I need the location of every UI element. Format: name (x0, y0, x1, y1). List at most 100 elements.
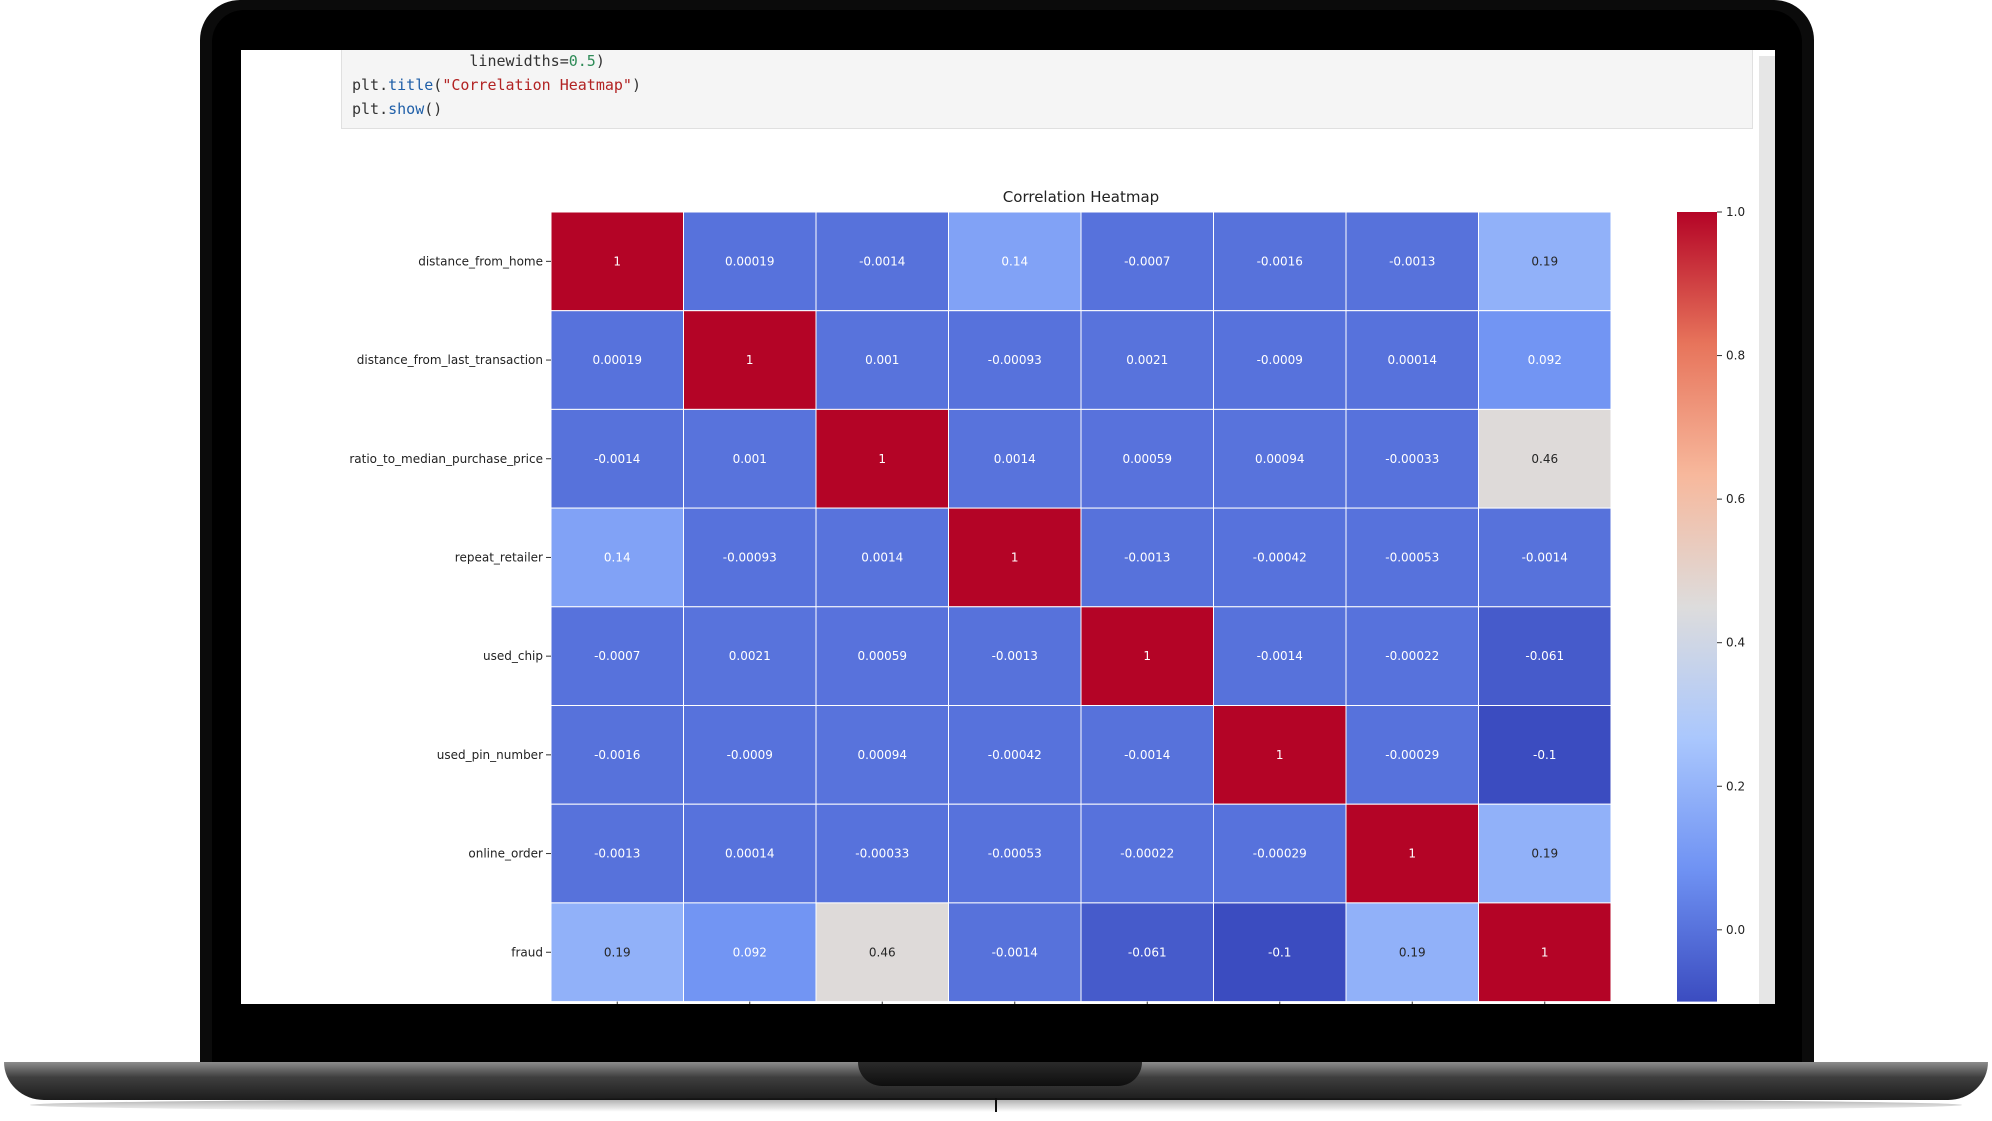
colorbar-tick-label: 0.4 (1726, 636, 1745, 650)
heatmap-cell (1213, 803, 1347, 904)
cell-value-label: 0.0021 (729, 649, 771, 663)
cell-value-label: -0.0014 (1522, 550, 1568, 564)
cell-value-label: 0.0014 (994, 452, 1036, 466)
cell-value-label: 0.0014 (861, 550, 903, 564)
cell-value-label: -0.1 (1268, 945, 1291, 959)
cell-value-label: 0.46 (869, 945, 896, 959)
code-indent (352, 52, 469, 70)
cell-value-label: -0.0014 (992, 945, 1038, 959)
cell-value-label: 0.092 (733, 945, 767, 959)
cell-value-label: 0.00094 (857, 748, 907, 762)
cell-value-label: -0.00022 (1120, 847, 1174, 861)
heatmap-cell (948, 606, 1082, 706)
heatmap-cell (550, 507, 684, 608)
heatmap-cell (948, 507, 1082, 608)
cell-value-label: -0.00042 (1253, 550, 1307, 564)
code-token: ( (433, 76, 443, 94)
cell-value-label: 0.0021 (1126, 353, 1168, 367)
cell-value-label: -0.00029 (1385, 748, 1439, 762)
cell-value-label: -0.0016 (1257, 254, 1303, 268)
heatmap-cell (1213, 310, 1347, 410)
cell-value-label: 0.00094 (1255, 452, 1305, 466)
chart-title: Correlation Heatmap (1003, 188, 1159, 206)
heatmap-cell (815, 310, 949, 410)
heatmap-cell (1080, 408, 1214, 509)
colorbar-tick-label: 1.0 (1726, 205, 1745, 219)
code-token: ) (631, 76, 641, 94)
heatmap-cell (683, 705, 817, 805)
code-token: "Correlation Heatmap" (442, 76, 632, 94)
laptop-shadow (30, 1098, 1962, 1112)
cell-value-label: -0.0014 (1124, 748, 1170, 762)
cell-value-label: -0.00033 (855, 847, 909, 861)
cell-value-label: 0.46 (1531, 452, 1558, 466)
heatmap-cell (683, 310, 817, 410)
heatmap-cell (1080, 606, 1214, 706)
heatmap-cell (683, 803, 817, 904)
heatmap-cell (1213, 705, 1347, 805)
cell-value-label: -0.0013 (992, 649, 1038, 663)
heatmap-cell (948, 408, 1082, 509)
heatmap-cell (1478, 705, 1612, 805)
y-tick-label: ratio_to_median_purchase_price (349, 452, 543, 466)
code-token: show (388, 100, 425, 118)
heatmap-cell (815, 606, 949, 706)
scrollbar-track[interactable] (1759, 56, 1775, 1004)
heatmap-cell (550, 408, 684, 509)
colorbar-tick-label: 0.0 (1726, 923, 1745, 937)
heatmap-cell (1213, 902, 1347, 1003)
code-token: plt. (352, 100, 389, 118)
heatmap-cell (1080, 705, 1214, 805)
cell-value-label: 0.19 (1399, 945, 1426, 959)
heatmap-cell (815, 902, 949, 1003)
cell-value-label: -0.00093 (988, 353, 1042, 367)
heatmap-cell (1213, 507, 1347, 608)
cell-value-label: -0.0013 (1389, 254, 1435, 268)
cell-value-label: 1 (1408, 847, 1416, 861)
colorbar-tick-label: 0.8 (1726, 349, 1745, 363)
code-token: () (424, 100, 443, 118)
cell-value-label: 0.19 (1531, 254, 1558, 268)
cell-value-label: 0.00014 (1387, 353, 1437, 367)
cell-value-label: -0.061 (1525, 649, 1564, 663)
cell-value-label: -0.00029 (1253, 847, 1307, 861)
heatmap-cell (948, 902, 1082, 1003)
heatmap-cell (1478, 606, 1612, 706)
laptop-base-mark (995, 1098, 997, 1112)
y-tick-label: used_pin_number (437, 748, 543, 762)
cell-value-label: -0.0013 (1124, 550, 1170, 564)
heatmap-cell (1478, 902, 1612, 1003)
heatmap-cell (1345, 902, 1479, 1003)
heatmap-cell (1213, 606, 1347, 706)
heatmap-cell (1478, 211, 1612, 312)
cell-value-label: -0.0009 (727, 748, 773, 762)
heatmap-cell (1213, 211, 1347, 312)
cell-value-label: -0.00053 (988, 847, 1042, 861)
heatmap-cell (1080, 211, 1214, 312)
heatmap-cell (1080, 803, 1214, 904)
heatmap-cell (1345, 507, 1479, 608)
code-token: = (559, 52, 569, 70)
heatmap-cell (1080, 902, 1214, 1003)
code-token: title (388, 76, 434, 94)
y-tick-label: used_chip (483, 649, 543, 663)
code-token: 0.5 (568, 52, 596, 70)
heatmap-cell (1345, 705, 1479, 805)
heatmap-cell (1345, 408, 1479, 509)
heatmap-cell (1478, 803, 1612, 904)
correlation-heatmap: Correlation Heatmap 1 0.00019 -0.0014 0.14 -0… (349, 188, 1745, 1004)
cell-value-label: -0.1 (1533, 748, 1556, 762)
heatmap-cell (1478, 408, 1612, 509)
notebook-screen: linewidths=0.5) plt. title("Correlation H… (241, 50, 1775, 1004)
y-tick-label: online_order (468, 847, 543, 861)
cell-value-label: 0.00019 (725, 254, 775, 268)
code-token: linewidths (469, 52, 560, 70)
colorbar (1677, 212, 1717, 1002)
y-tick-label: fraud (511, 945, 543, 959)
cell-value-label: -0.0014 (859, 254, 905, 268)
cell-value-label: -0.0007 (1124, 254, 1170, 268)
heatmap-cell (550, 803, 684, 904)
cell-value-label: -0.0014 (594, 452, 640, 466)
heatmap-cell (683, 408, 817, 509)
code-cell[interactable]: linewidths=0.5) plt. title("Correlation H… (341, 50, 1753, 129)
